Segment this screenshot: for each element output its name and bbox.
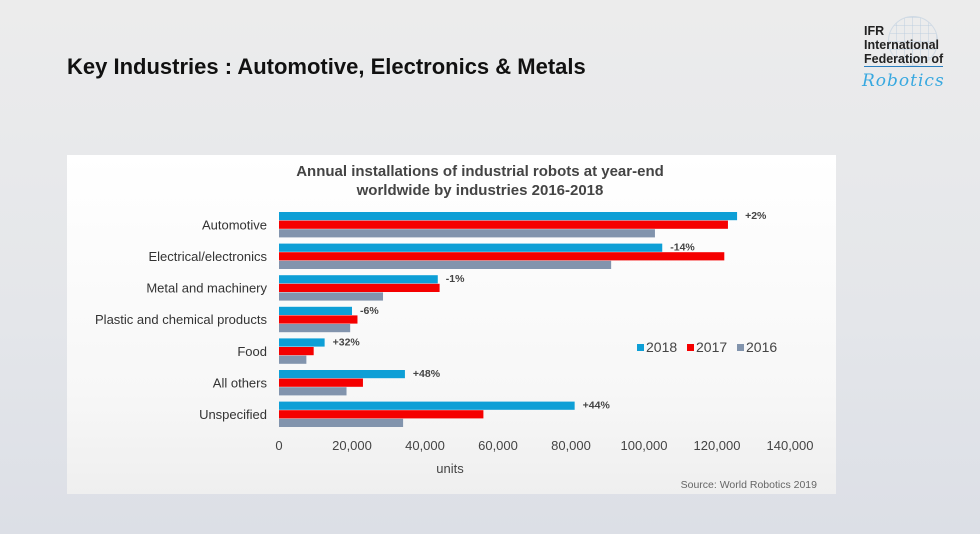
- bar-2017-metal-and-machinery: [279, 283, 440, 292]
- growth-annotation: +2%: [745, 210, 767, 222]
- category-label: Metal and machinery: [146, 281, 267, 296]
- category-label: Automotive: [202, 217, 267, 232]
- bar-2017-plastic-and-chemical-products: [279, 315, 358, 324]
- x-tick-label: 80,000: [551, 438, 591, 453]
- growth-annotation: +48%: [413, 368, 441, 380]
- category-label: Food: [237, 344, 267, 359]
- ifr-logo: IFR International Federation of Robotics: [858, 16, 973, 96]
- bar-2017-all-others: [279, 378, 363, 387]
- bar-2018-food: [279, 338, 325, 347]
- legend-label-2017: 2017: [696, 339, 727, 355]
- x-tick-label: 40,000: [405, 438, 445, 453]
- logo-script-robotics: Robotics: [862, 71, 945, 91]
- bar-2018-unspecified: [279, 401, 575, 410]
- source-note: Source: World Robotics 2019: [681, 479, 818, 491]
- bar-2018-electrical-electronics: [279, 243, 663, 252]
- x-tick-label: 0: [275, 438, 282, 453]
- bar-2016-food: [279, 355, 307, 364]
- category-label: Unspecified: [199, 407, 267, 422]
- bar-2018-all-others: [279, 370, 405, 379]
- legend-swatch-2018: [637, 344, 644, 351]
- x-tick-label: 140,000: [767, 438, 814, 453]
- legend-label-2018: 2018: [646, 339, 677, 355]
- bar-2017-electrical-electronics: [279, 252, 725, 261]
- x-tick-label: 60,000: [478, 438, 518, 453]
- growth-annotation: -6%: [360, 305, 379, 317]
- x-axis-label: units: [436, 461, 464, 476]
- bar-2017-food: [279, 347, 314, 356]
- x-tick-label: 120,000: [694, 438, 741, 453]
- chart-panel: Annual installations of industrial robot…: [67, 155, 836, 494]
- bar-2016-plastic-and-chemical-products: [279, 324, 351, 333]
- legend-label-2016: 2016: [746, 339, 777, 355]
- bar-2017-automotive: [279, 220, 728, 229]
- bar-2016-automotive: [279, 229, 655, 238]
- growth-annotation: -1%: [446, 273, 465, 285]
- bar-2016-unspecified: [279, 418, 404, 427]
- growth-annotation: -14%: [670, 242, 695, 254]
- x-tick-label: 100,000: [621, 438, 668, 453]
- legend: 2018 2017 2016: [637, 339, 777, 355]
- category-label: Electrical/electronics: [149, 249, 268, 264]
- legend-swatch-2016: [737, 344, 744, 351]
- bar-2016-metal-and-machinery: [279, 292, 384, 301]
- growth-annotation: +44%: [583, 400, 611, 412]
- chart-title-line-1: Annual installations of industrial robot…: [296, 163, 664, 180]
- x-tick-label: 20,000: [332, 438, 372, 453]
- globe-icon: [888, 16, 938, 66]
- logo-line-ifr: IFR: [864, 24, 885, 38]
- growth-annotation: +32%: [333, 336, 361, 348]
- legend-swatch-2017: [687, 344, 694, 351]
- bar-2018-automotive: [279, 212, 738, 221]
- slide-title: Key Industries : Automotive, Electronics…: [67, 54, 586, 79]
- bar-2016-all-others: [279, 387, 347, 396]
- bar-2017-unspecified: [279, 410, 484, 419]
- chart-title-line-2: worldwide by industries 2016-2018: [356, 182, 604, 199]
- bar-2018-metal-and-machinery: [279, 275, 438, 284]
- category-label: Plastic and chemical products: [95, 312, 267, 327]
- bar-2016-electrical-electronics: [279, 260, 612, 269]
- bar-2018-plastic-and-chemical-products: [279, 306, 352, 315]
- category-label: All others: [213, 375, 268, 390]
- logo-line-federation: Federation of: [864, 52, 944, 67]
- logo-line-international: International: [864, 38, 940, 52]
- bar-chart: Annual installations of industrial robot…: [95, 163, 818, 491]
